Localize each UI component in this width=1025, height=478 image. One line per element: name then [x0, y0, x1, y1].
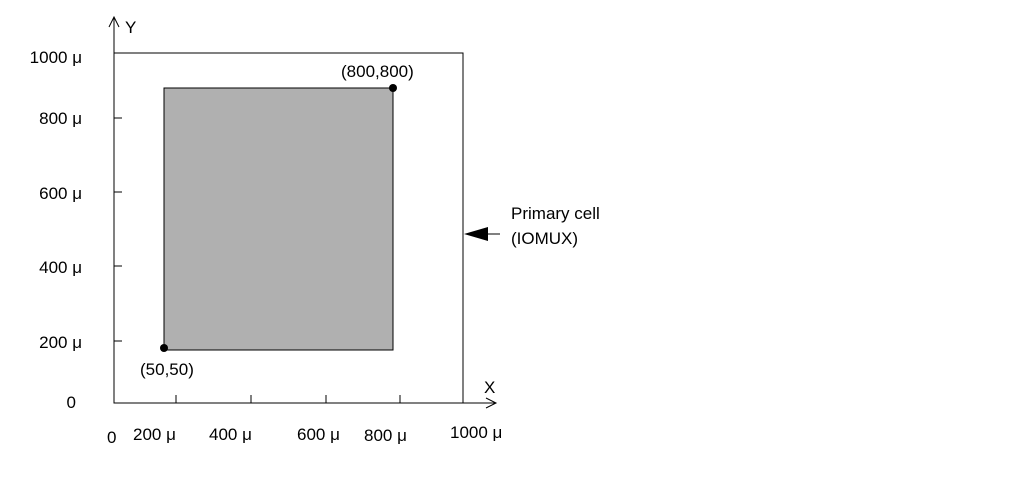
x-tick-label: 600 μ — [297, 425, 340, 444]
x-axis-arrowhead — [485, 397, 498, 409]
lower-left-point — [160, 344, 168, 352]
origin-label: 0 — [107, 428, 116, 447]
y-tick-label: 0 — [67, 393, 76, 412]
x-tick-label: 800 μ — [364, 426, 407, 445]
upper-right-label: (800,800) — [341, 62, 414, 81]
y-tick-label: 1000 μ — [30, 48, 82, 67]
x-tick-label: 1000 μ — [450, 423, 502, 442]
upper-right-point — [389, 84, 397, 92]
y-tick-label: 200 μ — [39, 333, 82, 352]
y-tick-label: 800 μ — [39, 109, 82, 128]
x-tick-label: 200 μ — [133, 425, 176, 444]
placement-region — [163, 87, 394, 351]
primary-cell-label: Primary cell — [511, 204, 600, 223]
x-tick-label: 400 μ — [209, 425, 252, 444]
y-tick-label: 400 μ — [39, 258, 82, 277]
primary-cell-arrow-icon — [464, 227, 488, 241]
primary-cell-sublabel: (IOMUX) — [511, 229, 578, 248]
y-tick-label: 600 μ — [39, 184, 82, 203]
y-axis-label: Y — [125, 18, 136, 37]
lower-left-label: (50,50) — [140, 360, 194, 379]
x-axis-label: X — [484, 378, 495, 397]
y-axis-arrowhead — [108, 15, 120, 28]
